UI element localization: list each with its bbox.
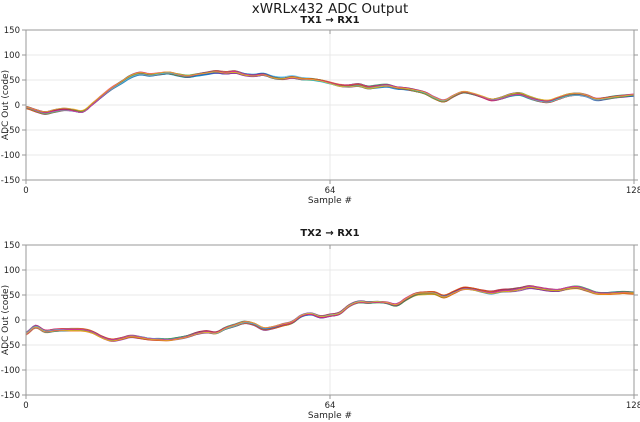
subplot1-trace — [25, 71, 635, 113]
subplot2-traces — [25, 285, 635, 342]
subplot2-ytick-label: 50 — [9, 291, 20, 301]
subplot2-ytick-label: 150 — [4, 241, 20, 251]
subplot2-trace — [25, 286, 635, 342]
subplot2-ytick-label: 0 — [15, 316, 20, 326]
subplot2-grid — [25, 244, 635, 396]
subplot2-ytick-label: -50 — [6, 341, 20, 351]
subplot2-trace — [25, 285, 635, 341]
subplot1-ytick-label: 150 — [4, 26, 20, 36]
subplot1-ytick-label: -50 — [6, 126, 20, 136]
subplot2-ticks — [22, 244, 638, 399]
subplot1-ytick-label: 100 — [4, 51, 20, 61]
subplot1-traces — [25, 69, 635, 115]
subplot1-title: TX1 → RX1 — [300, 15, 360, 26]
subplot2-ytick-label: -150 — [1, 391, 20, 401]
subplot2-xtick-label: 0 — [23, 401, 28, 411]
subplot1-ylabel: ADC Out (code) — [1, 70, 11, 140]
subplot2-xtick-label: 64 — [325, 401, 336, 411]
figure-title: xWRLx432 ADC Output — [251, 1, 409, 17]
subplot1-ticks — [22, 29, 638, 184]
subplot2-title: TX2 → RX1 — [300, 228, 360, 239]
subplot1-xtick-label: 128 — [626, 186, 640, 196]
subplot2-ylabel: ADC Out (code) — [1, 285, 11, 355]
subplot1-xlabel: Sample # — [308, 196, 352, 206]
subplot1-ytick-label: -150 — [1, 176, 20, 186]
subplot1-ytick-label: -100 — [1, 151, 20, 161]
subplot1-xtick-label: 0 — [23, 186, 28, 196]
subplot2-ytick-label: 100 — [4, 266, 20, 276]
subplot2-xtick-label: 128 — [626, 401, 640, 411]
subplot1-ytick-label: 50 — [9, 76, 20, 86]
subplot1-grid — [25, 29, 635, 181]
subplot1-xtick-label: 64 — [325, 186, 336, 196]
subplot2-ytick-label: -100 — [1, 366, 20, 376]
subplot2-xlabel: Sample # — [308, 411, 352, 421]
subplot1-ytick-label: 0 — [15, 101, 20, 111]
